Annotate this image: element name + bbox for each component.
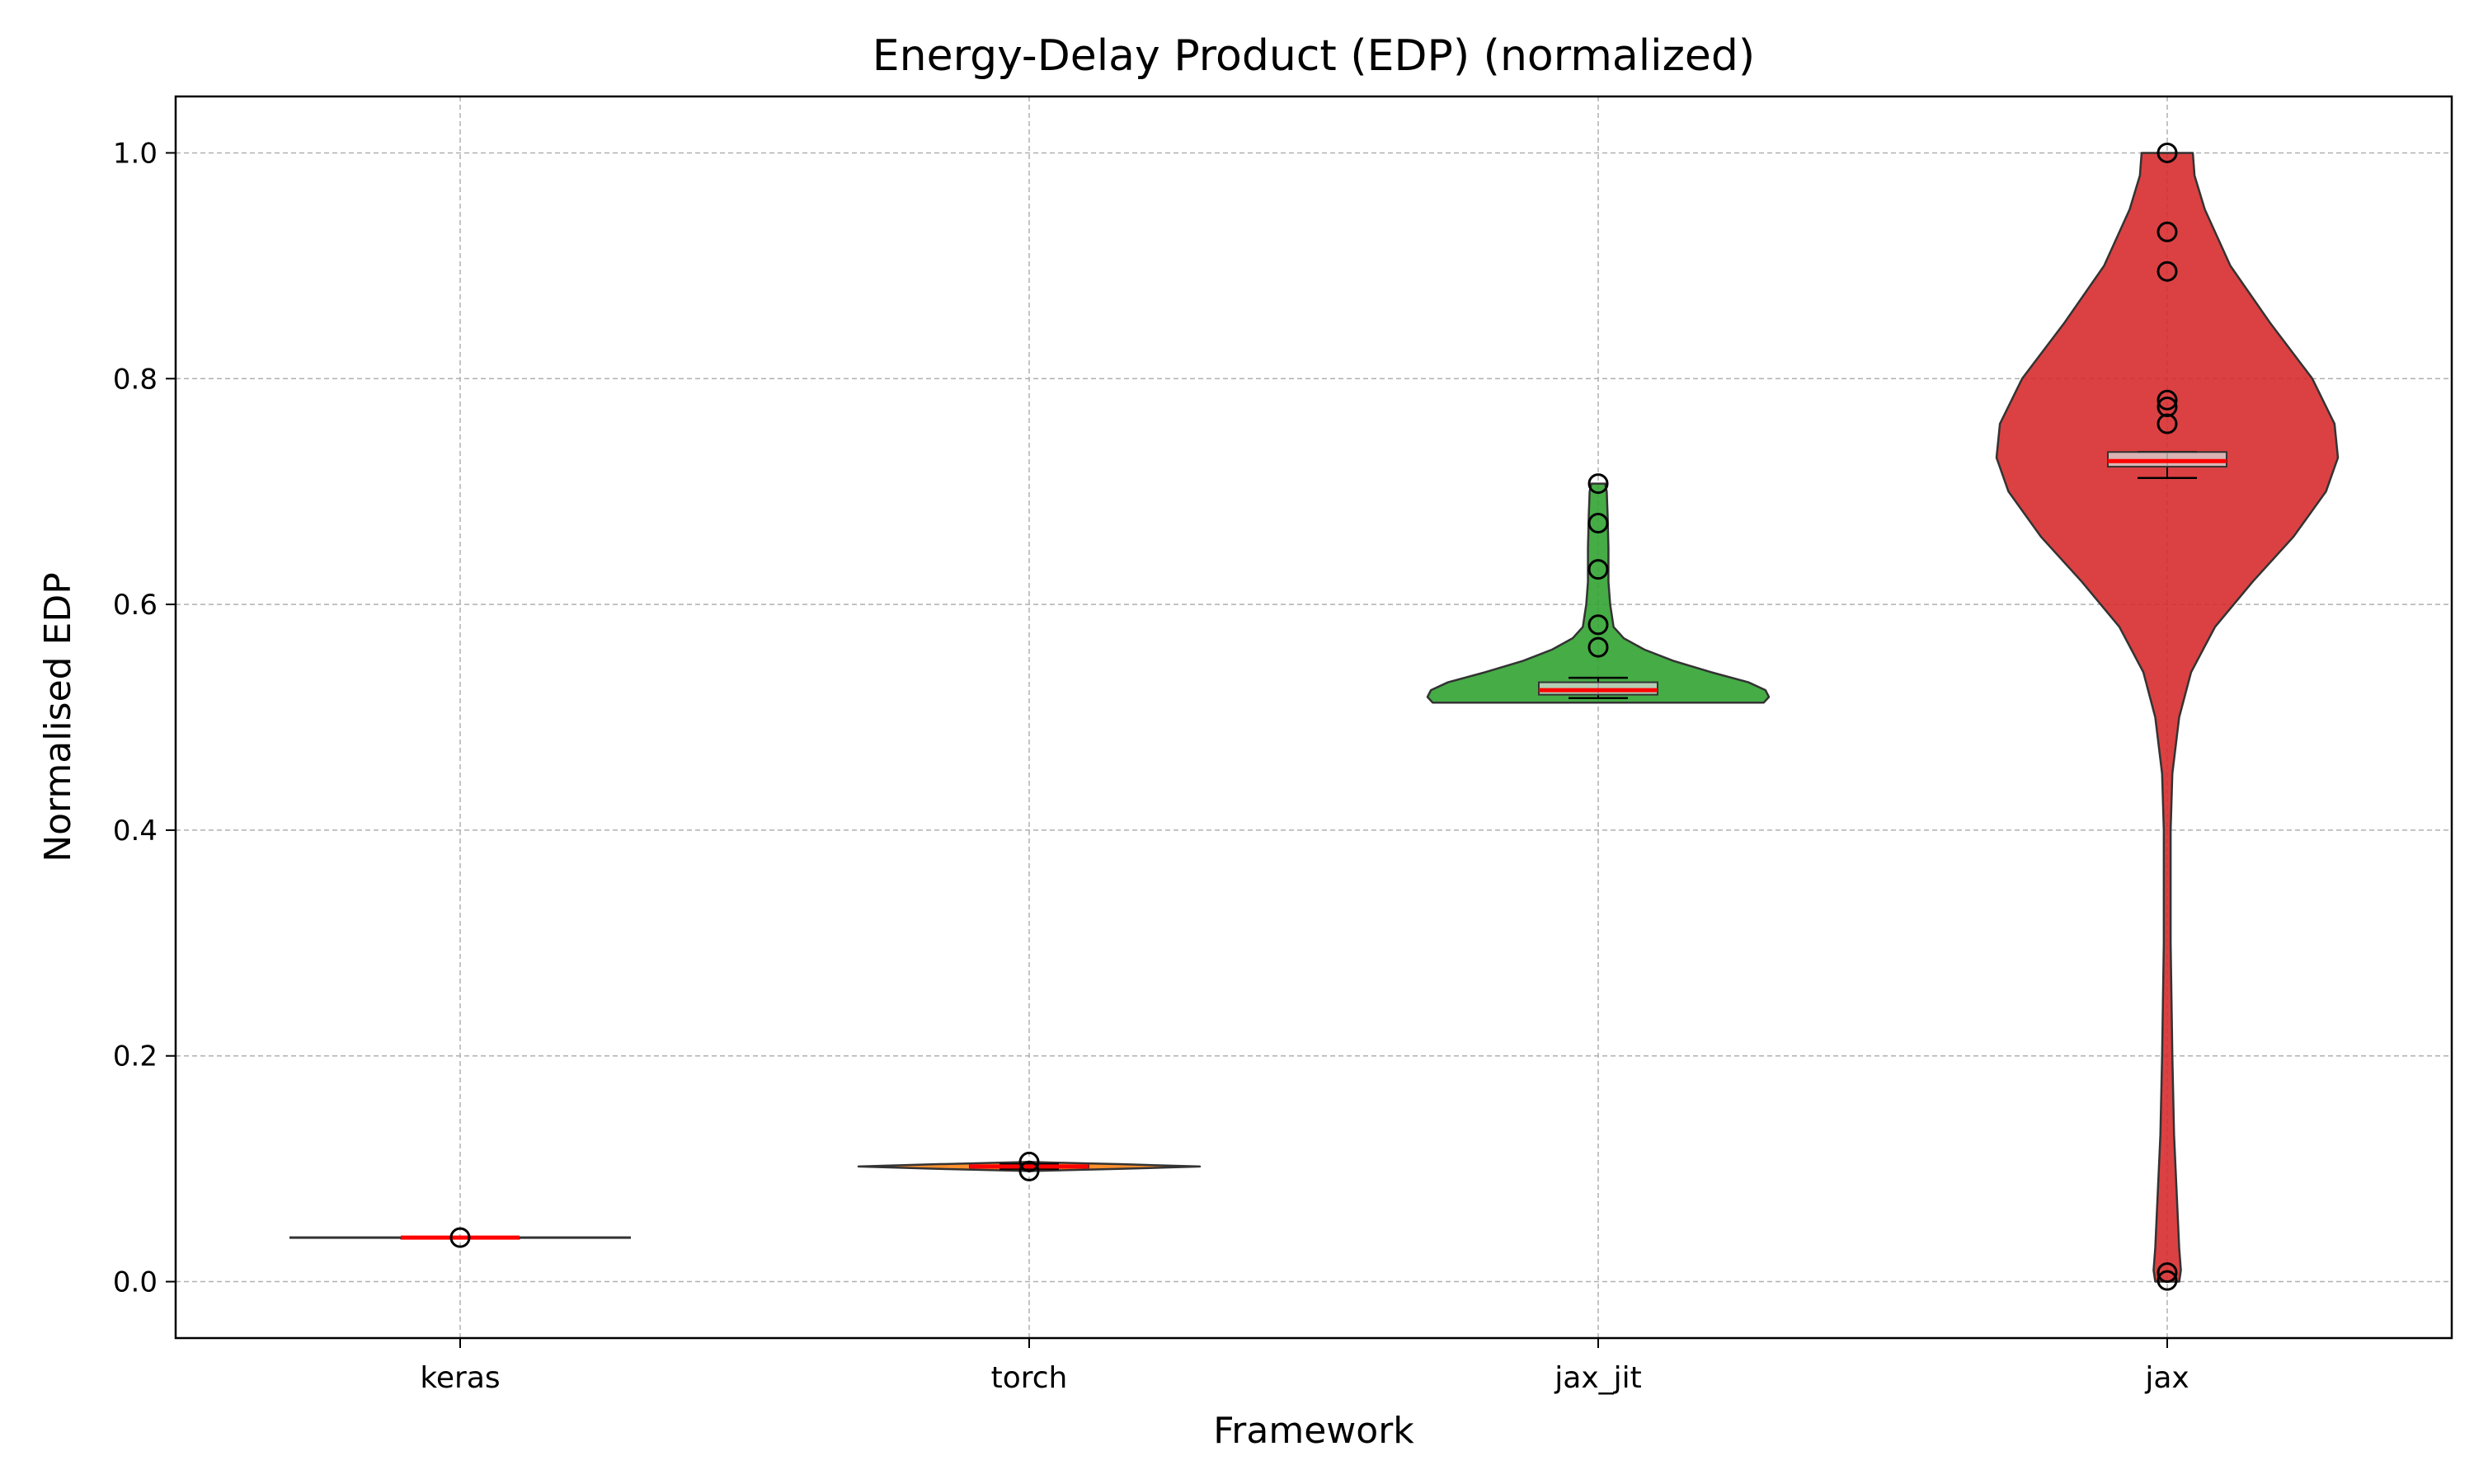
chart-title: Energy-Delay Product (EDP) (normalized) [872,31,1755,81]
x-axis-label: Framework [1213,1410,1414,1452]
violin-body [1426,482,1771,704]
y-tick-label: 0.2 [113,1040,158,1073]
y-axis: 0.0 0.2 0.4 0.6 0.8 1.0 [113,137,176,1299]
outlier-point [2157,1262,2178,1284]
outlier-point [1587,614,1609,636]
outlier-point [2157,413,2178,434]
x-tick-label: torch [991,1361,1068,1395]
outlier-point [2157,142,2178,163]
x-axis: keras torch jax_jit jax [420,1338,2189,1395]
outlier-point [1587,559,1609,580]
violin-group-torch [857,1151,1202,1181]
x-tick-label: jax [2144,1361,2189,1395]
y-tick-label: 0.6 [113,589,158,622]
violin-group-jax_jit [1426,473,1771,704]
violin-group-keras [289,1227,631,1248]
outlier-point [1018,1151,1040,1172]
outlier-point [2157,261,2178,282]
outlier-point [1587,513,1609,534]
y-tick-label: 0.4 [113,815,158,848]
y-tick-label: 0.0 [113,1266,158,1299]
outlier-point [1018,1160,1040,1181]
plot-frame [174,95,2453,1340]
y-tick-label: 1.0 [113,137,158,170]
x-tick-label: keras [420,1361,500,1395]
outlier-point [2157,221,2178,242]
outlier-point [2157,389,2178,411]
x-tick-label: jax_jit [1554,1361,1642,1395]
outlier-point [2157,1270,2178,1291]
outlier-point [1587,473,1609,495]
y-axis-label: Normalised EDP [37,572,79,862]
violin-group-jax [1995,142,2340,1291]
outlier-point [449,1227,471,1248]
violin-body [1995,152,2340,1283]
outlier-point [1587,636,1609,658]
violins [289,142,2340,1291]
y-tick-label: 0.8 [113,363,158,396]
